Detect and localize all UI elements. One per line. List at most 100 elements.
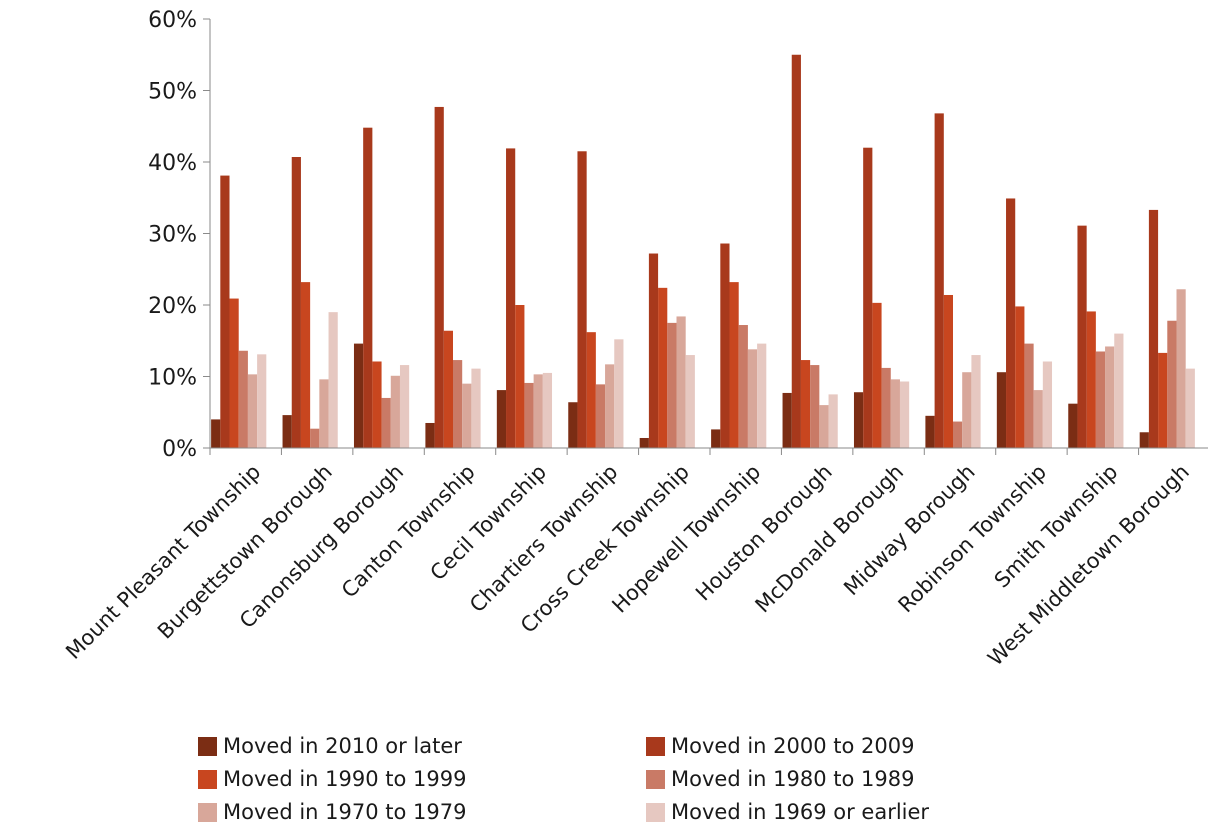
bar xyxy=(676,316,686,448)
x-tick-label: Canton Township xyxy=(337,460,480,603)
legend-item: Moved in 2010 or later xyxy=(198,731,646,761)
bar xyxy=(425,422,435,448)
legend-label: Moved in 1970 to 1979 xyxy=(223,800,467,824)
bar xyxy=(506,148,516,448)
legend-swatch xyxy=(646,769,665,789)
bar xyxy=(533,374,543,448)
bar xyxy=(996,372,1007,448)
bar xyxy=(729,282,739,448)
bar xyxy=(372,361,382,448)
bar xyxy=(943,294,953,448)
bar xyxy=(524,382,534,448)
bar xyxy=(462,383,472,448)
bar xyxy=(1068,403,1078,448)
legend-item: Moved in 1969 or earlier xyxy=(646,797,1018,827)
bar xyxy=(925,415,935,448)
bar xyxy=(800,360,811,448)
legend-label: Moved in 1990 to 1999 xyxy=(223,767,467,791)
bar xyxy=(542,372,553,448)
bar xyxy=(872,302,882,448)
bar xyxy=(962,372,972,448)
legend-swatch xyxy=(646,736,665,756)
legend-item: Moved in 1980 to 1989 xyxy=(646,764,1018,794)
bar xyxy=(1042,361,1053,448)
y-tick-label: 40% xyxy=(148,151,197,176)
bar xyxy=(1006,198,1016,448)
bar xyxy=(1077,225,1087,448)
legend-swatch xyxy=(198,802,217,822)
legend-label: Moved in 2010 or later xyxy=(223,734,462,758)
bar xyxy=(381,397,391,448)
bar xyxy=(229,298,239,448)
bar xyxy=(282,415,292,448)
bar xyxy=(220,175,230,448)
bar xyxy=(319,379,329,448)
bar xyxy=(471,368,481,448)
bar xyxy=(1105,346,1115,448)
chart-area: 0%10%20%30%40%50%60%Mount Pleasant Towns… xyxy=(61,8,1208,671)
bar xyxy=(496,390,507,448)
bar xyxy=(328,312,338,448)
bar xyxy=(1114,333,1124,448)
x-tick-label: Smith Township xyxy=(990,460,1123,593)
bar xyxy=(828,394,838,449)
bar xyxy=(953,421,963,448)
bar xyxy=(1086,311,1096,448)
bar xyxy=(791,54,801,448)
bar xyxy=(685,355,695,448)
bar xyxy=(639,437,649,448)
y-tick-label: 50% xyxy=(148,80,197,105)
legend-item: Moved in 1990 to 1999 xyxy=(198,764,646,794)
y-tick-label: 60% xyxy=(148,8,197,33)
bar xyxy=(399,365,410,448)
bar xyxy=(568,402,578,448)
bar xyxy=(515,305,525,448)
bar xyxy=(853,392,864,448)
bar xyxy=(747,349,758,448)
bar xyxy=(648,253,659,448)
y-tick-label: 30% xyxy=(148,223,197,248)
bar xyxy=(363,127,373,449)
bar xyxy=(971,355,981,448)
bar xyxy=(720,243,730,448)
y-tick-label: 10% xyxy=(148,366,197,391)
bar xyxy=(211,419,221,448)
x-tick-label: Midway Borough xyxy=(839,460,979,600)
x-tick-label: Houston Borough xyxy=(691,460,837,606)
bar xyxy=(443,330,453,448)
bar xyxy=(881,367,891,448)
legend-swatch xyxy=(198,769,217,789)
bar xyxy=(1139,432,1149,448)
legend-label: Moved in 1980 to 1989 xyxy=(671,767,915,791)
y-tick-label: 20% xyxy=(148,294,197,319)
bar xyxy=(434,106,444,448)
bar xyxy=(1024,343,1034,448)
bar xyxy=(300,282,311,448)
legend: Moved in 2010 or later Moved in 2000 to 2… xyxy=(198,731,1018,827)
bar xyxy=(934,113,944,448)
bar xyxy=(667,322,677,449)
bar xyxy=(577,151,587,448)
legend-swatch xyxy=(198,736,217,756)
bar xyxy=(1015,306,1025,448)
legend-item: Moved in 1970 to 1979 xyxy=(198,797,646,827)
bar xyxy=(453,360,463,448)
bar xyxy=(1185,368,1195,448)
bar xyxy=(1148,209,1159,448)
bar xyxy=(1095,351,1106,448)
legend-label: Moved in 2000 to 2009 xyxy=(671,734,915,758)
bar xyxy=(1167,320,1177,448)
bar xyxy=(1033,390,1043,448)
bar xyxy=(238,350,248,448)
bar xyxy=(810,365,820,448)
bar xyxy=(738,325,748,448)
bar xyxy=(310,428,320,448)
bar xyxy=(605,364,615,448)
bar xyxy=(1158,352,1168,448)
bar xyxy=(291,157,301,448)
bar xyxy=(757,343,767,448)
bar xyxy=(782,392,792,448)
bar xyxy=(586,332,596,448)
bar xyxy=(257,354,267,448)
bar xyxy=(819,405,829,448)
